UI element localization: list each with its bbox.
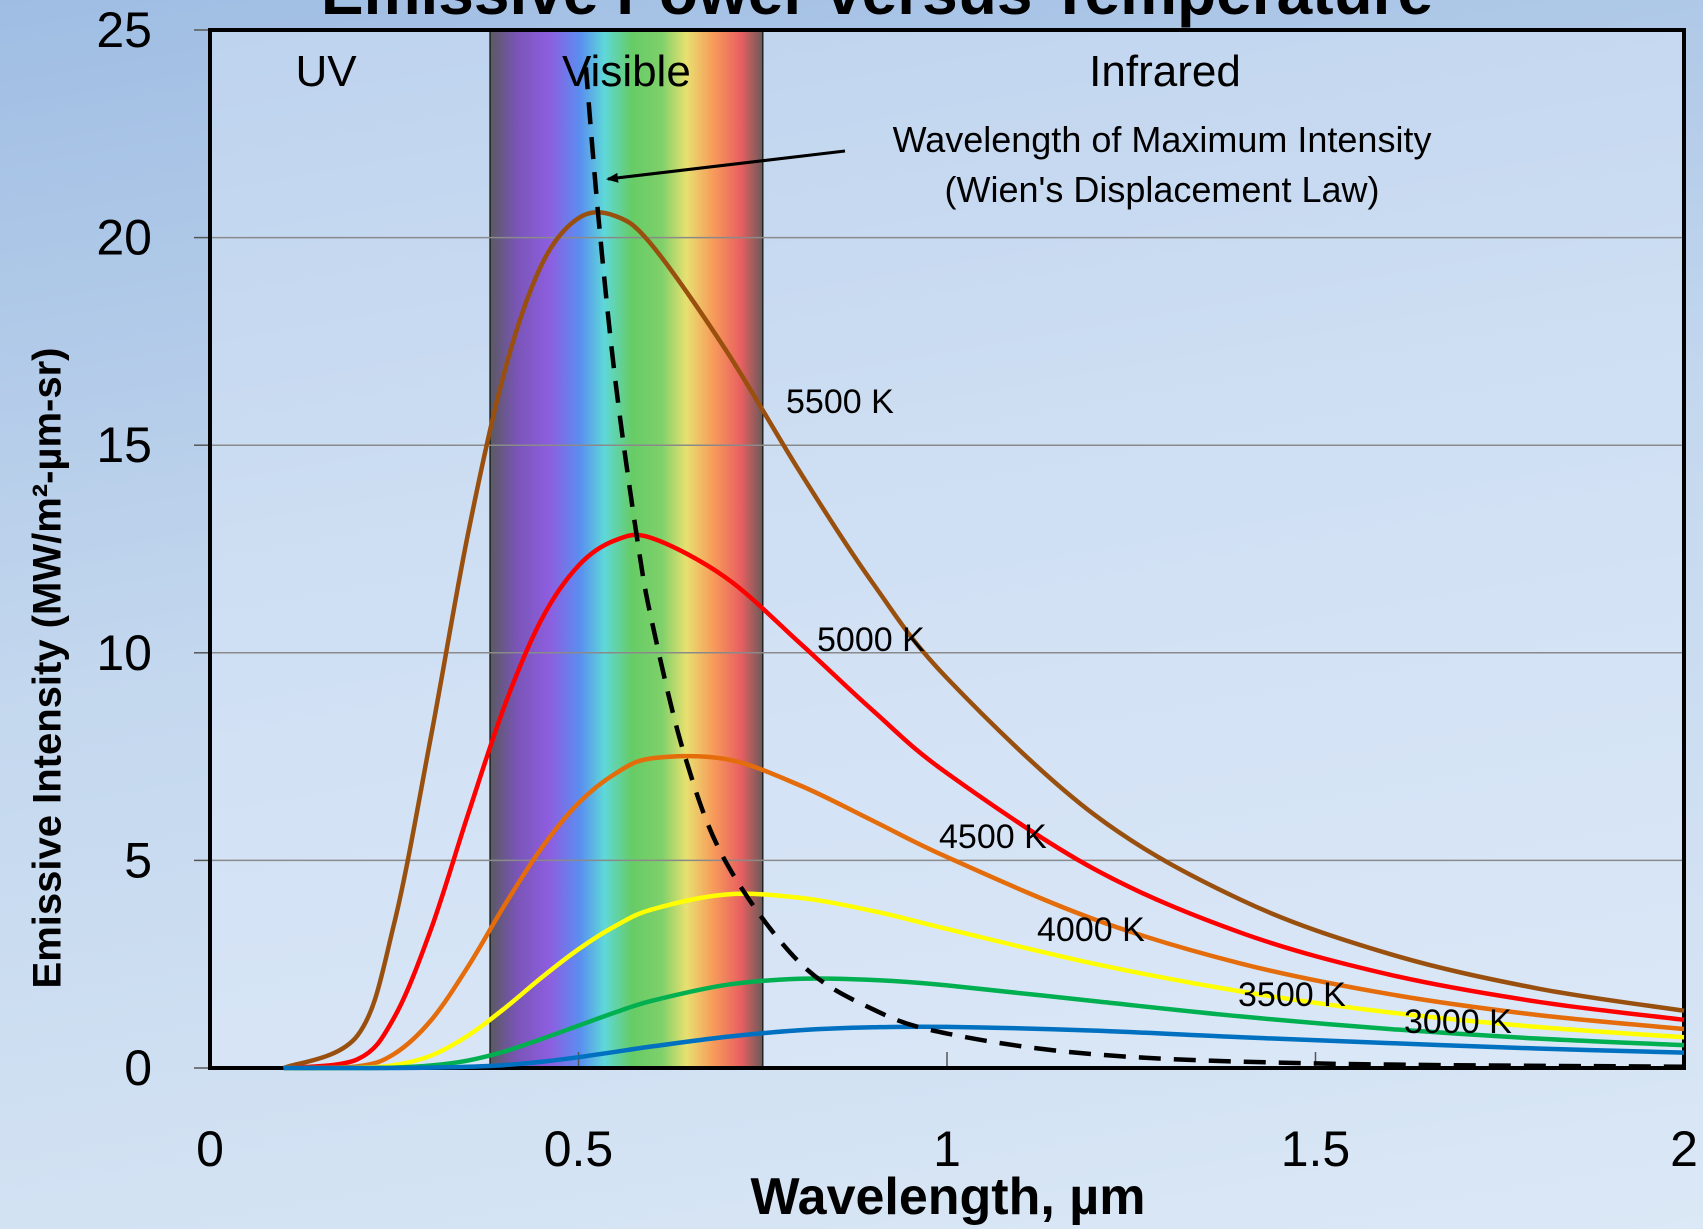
x-tick-label: 2 (1670, 1121, 1698, 1177)
y-tick-label: 10 (96, 625, 152, 681)
annotation: Wavelength of Maximum Intensity (893, 119, 1432, 160)
series-label: 3500 K (1238, 976, 1346, 1014)
y-tick-label: 20 (96, 210, 152, 266)
visible-band (489, 29, 764, 1069)
region-label: Visible (562, 47, 691, 96)
x-tick-label: 1.5 (1281, 1121, 1351, 1177)
x-axis-label: Wavelength, µm (751, 1168, 1146, 1226)
plot-area (210, 30, 1684, 1068)
series-line (283, 753, 1685, 1071)
y-tick-label: 25 (96, 2, 152, 58)
background-layer (210, 29, 1684, 1069)
x-tick-label: 1 (933, 1121, 961, 1177)
x-tick-label: 0.5 (544, 1121, 614, 1177)
series-line (283, 1024, 1685, 1071)
series-line (283, 976, 1685, 1071)
series-label: 5500 K (786, 383, 894, 421)
wien-line (583, 67, 1685, 1069)
y-tick-label: 15 (96, 417, 152, 473)
text-layer: Emissive Power versus Temperature Wavele… (26, 0, 1698, 1226)
series-line (283, 532, 1685, 1071)
series-label: 5000 K (817, 621, 925, 659)
series-line (282, 210, 1685, 1071)
series-label: 3000 K (1404, 1003, 1512, 1041)
region-label: Infrared (1089, 47, 1241, 96)
y-tick-label: 0 (124, 1040, 152, 1096)
annotation: (Wien's Displacement Law) (944, 169, 1379, 210)
y-tick-label: 5 (124, 832, 152, 888)
region-label: UV (295, 47, 357, 96)
annotation-arrow (606, 149, 846, 183)
series-line (283, 891, 1685, 1071)
plot-frame (208, 28, 1686, 1070)
y-axis-label: Emissive Intensity (MW/m²-µm-sr) (26, 348, 70, 989)
curve-layer (282, 67, 1685, 1071)
grid-layer (194, 28, 1686, 1070)
chart-title: Emissive Power versus Temperature (321, 0, 1433, 28)
series-label: 4500 K (939, 818, 1047, 856)
x-tick-label: 0 (196, 1121, 224, 1177)
series-label: 4000 K (1037, 911, 1145, 949)
